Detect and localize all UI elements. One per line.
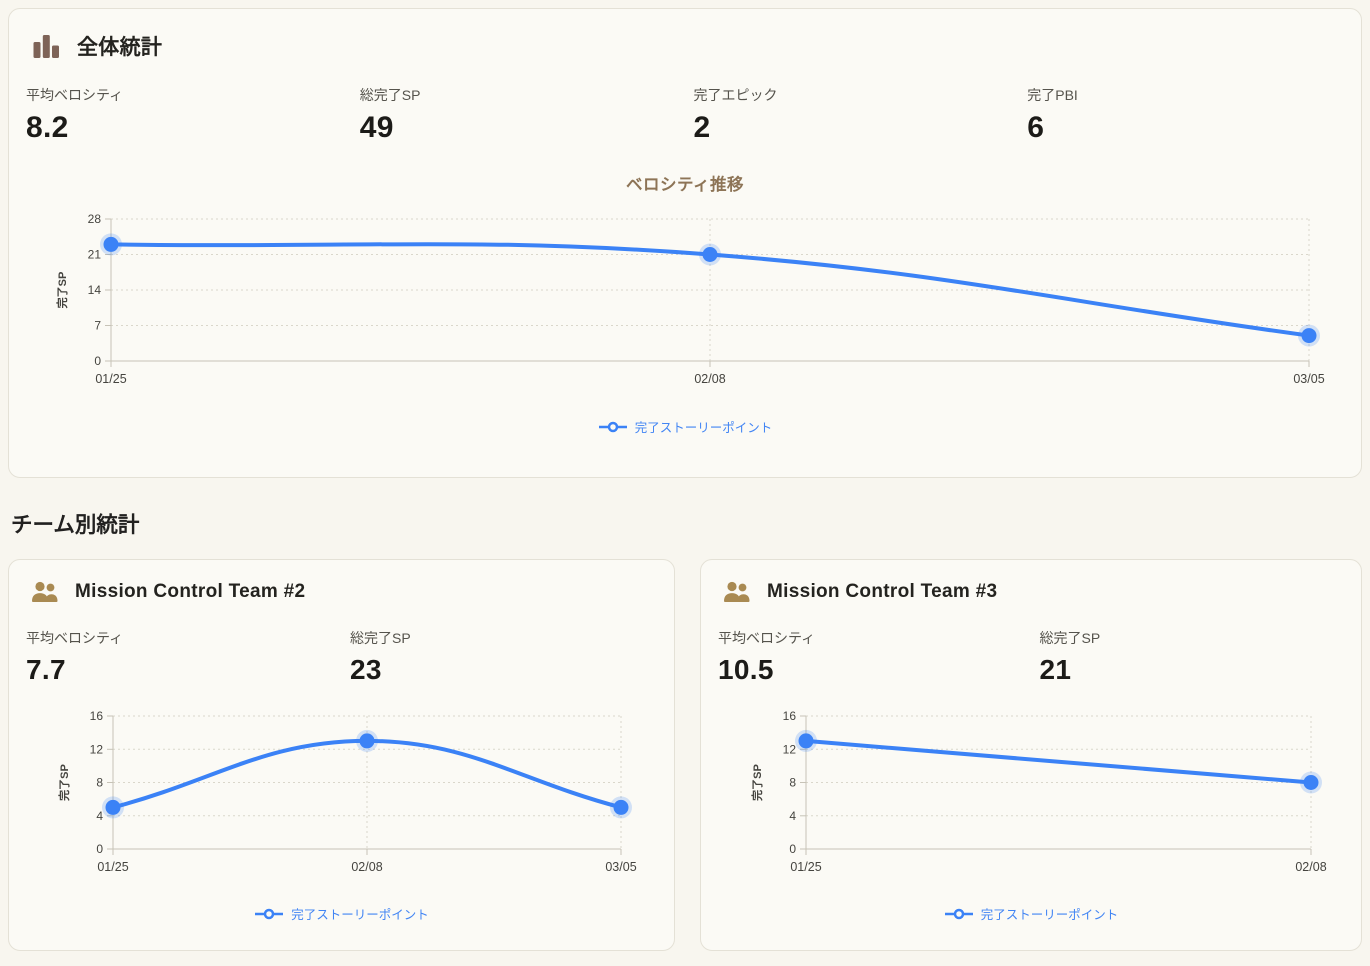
- bar-chart-icon: [31, 31, 61, 61]
- svg-text:4: 4: [789, 809, 796, 823]
- svg-text:02/08: 02/08: [1295, 860, 1326, 874]
- stat-label: 平均ベロシティ: [26, 87, 124, 103]
- legend-point-marker-icon: [255, 908, 284, 919]
- stat-label: 総完了SP: [1039, 630, 1101, 646]
- stat-total-completed-sp: 総完了SP 23: [350, 628, 674, 686]
- overall-stats-card: 全体統計 平均ベロシティ 8.2 総完了SP 49 完了エピック 2 完了PBI…: [8, 8, 1362, 478]
- velocity-trend-chart-title: ベロシティ推移: [625, 176, 744, 194]
- svg-text:12: 12: [90, 742, 104, 756]
- svg-text:02/08: 02/08: [351, 860, 382, 874]
- stat-value: 23: [350, 654, 382, 685]
- svg-text:21: 21: [88, 248, 102, 262]
- svg-text:01/25: 01/25: [790, 860, 821, 874]
- team-cards-row: Mission Control Team #2 平均ベロシティ 7.7 総完了S…: [8, 559, 1362, 951]
- svg-text:03/05: 03/05: [1293, 372, 1324, 386]
- svg-text:02/08: 02/08: [694, 372, 725, 386]
- stat-value: 7.7: [26, 654, 66, 685]
- svg-text:12: 12: [783, 742, 797, 756]
- team3-header: Mission Control Team #3: [701, 560, 1361, 604]
- legend-point-marker-icon: [944, 908, 973, 919]
- team2-title: Mission Control Team #2: [75, 581, 306, 602]
- svg-text:01/25: 01/25: [95, 372, 126, 386]
- stat-completed-epics: 完了エピック 2: [694, 85, 1028, 145]
- users-icon: [723, 580, 751, 604]
- stat-total-completed-sp: 総完了SP 49: [360, 85, 694, 145]
- svg-text:8: 8: [789, 776, 796, 790]
- team3-velocity-chart: 0 4 8 12 16 01/25 02/08 完了SP: [750, 709, 1327, 874]
- svg-text:0: 0: [96, 842, 103, 856]
- svg-text:28: 28: [88, 212, 102, 226]
- svg-text:03/05: 03/05: [605, 860, 636, 874]
- svg-text:完了SP: 完了SP: [55, 272, 69, 310]
- stat-total-completed-sp: 総完了SP 21: [1040, 628, 1362, 686]
- stat-value: 8.2: [26, 111, 69, 144]
- stat-label: 総完了SP: [350, 630, 411, 646]
- svg-text:16: 16: [90, 709, 104, 723]
- stat-label: 完了PBI: [1027, 87, 1078, 103]
- users-icon: [31, 580, 59, 604]
- stat-label: 完了エピック: [693, 87, 778, 103]
- overall-velocity-chart: 0 7 14 21 28 01/25 02/08 03/05 完了SP: [55, 212, 1325, 386]
- team-stats-heading: チーム別統計: [11, 513, 140, 537]
- overall-stats-title: 全体統計: [77, 36, 163, 59]
- svg-text:完了SP: 完了SP: [57, 764, 71, 802]
- stat-average-velocity: 平均ベロシティ 7.7: [26, 628, 350, 686]
- stat-label: 総完了SP: [359, 87, 421, 103]
- svg-text:4: 4: [96, 809, 103, 823]
- stat-value: 10.5: [718, 654, 774, 685]
- overall-stats-header: 全体統計: [9, 9, 1361, 61]
- team2-velocity-chart: 0 4 8 12 16 01/25 02/08 03/05 完了SP: [57, 709, 637, 874]
- team2-stats-grid: 平均ベロシティ 7.7 総完了SP 23: [26, 628, 674, 686]
- stat-average-velocity: 平均ベロシティ 10.5: [718, 628, 1040, 686]
- stat-value: 49: [359, 111, 394, 144]
- legend-label: 完了ストーリーポイント: [634, 421, 773, 435]
- svg-text:01/25: 01/25: [97, 860, 128, 874]
- stat-completed-pbi: 完了PBI 6: [1027, 85, 1361, 145]
- stat-label: 平均ベロシティ: [718, 630, 816, 646]
- stat-value: 6: [1027, 111, 1045, 144]
- team2-header: Mission Control Team #2: [9, 560, 674, 604]
- svg-text:0: 0: [94, 354, 101, 368]
- legend-label: 完了ストーリーポイント: [291, 908, 429, 922]
- stat-average-velocity: 平均ベロシティ 8.2: [26, 85, 360, 145]
- team2-stats-card: Mission Control Team #2 平均ベロシティ 7.7 総完了S…: [8, 559, 675, 951]
- svg-text:14: 14: [88, 283, 102, 297]
- overall-stats-grid: 平均ベロシティ 8.2 総完了SP 49 完了エピック 2 完了PBI 6: [26, 85, 1361, 145]
- svg-text:0: 0: [789, 842, 796, 856]
- svg-text:7: 7: [94, 319, 101, 333]
- stat-value: 2: [693, 111, 711, 144]
- svg-text:完了SP: 完了SP: [750, 764, 764, 802]
- team3-stats-grid: 平均ベロシティ 10.5 総完了SP 21: [718, 628, 1361, 686]
- stat-label: 平均ベロシティ: [26, 630, 124, 646]
- team3-chart-legend[interactable]: 完了ストーリーポイント: [701, 904, 1361, 923]
- legend-label: 完了ストーリーポイント: [980, 908, 1119, 922]
- stat-value: 21: [1039, 654, 1072, 685]
- team3-title: Mission Control Team #3: [767, 581, 998, 602]
- svg-text:8: 8: [96, 776, 103, 790]
- overall-chart-legend[interactable]: 完了ストーリーポイント: [9, 417, 1361, 436]
- team3-stats-card: Mission Control Team #3 平均ベロシティ 10.5 総完了…: [700, 559, 1362, 951]
- team2-chart-legend[interactable]: 完了ストーリーポイント: [9, 904, 674, 923]
- legend-point-marker-icon: [598, 421, 627, 432]
- svg-text:16: 16: [783, 709, 797, 723]
